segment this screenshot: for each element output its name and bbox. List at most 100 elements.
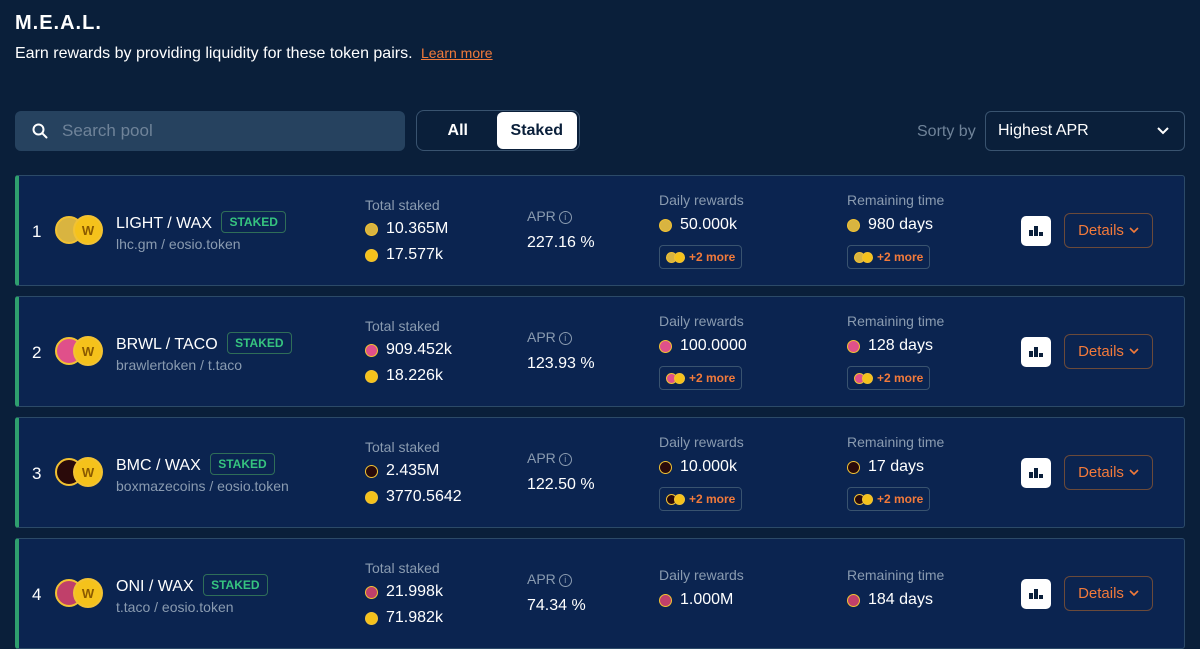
daily-rewards-label: Daily rewards	[659, 434, 744, 450]
wax-coin-icon: W	[73, 215, 103, 245]
leaderboard-icon	[1029, 226, 1043, 236]
token-mini-icon	[674, 251, 685, 263]
daily-rewards-label: Daily rewards	[659, 192, 744, 208]
search-box[interactable]	[15, 111, 405, 151]
more-rewards-label: +2 more	[689, 371, 736, 385]
pool-row: 4 W ONI / WAX STAKED t.taco / eosio.toke…	[15, 538, 1185, 649]
remaining-time-value: 128 days	[868, 337, 933, 354]
total-staked-label: Total staked	[365, 318, 440, 334]
details-label: Details	[1078, 222, 1124, 239]
remaining-time-label: Remaining time	[847, 313, 945, 329]
chevron-down-icon	[1129, 348, 1139, 355]
more-remaining-label: +2 more	[877, 492, 924, 506]
pair-name: BMC / WAX STAKED	[116, 453, 275, 475]
token-mini-icon	[674, 493, 685, 505]
sort-value: Highest APR	[998, 122, 1089, 139]
more-rewards-label: +2 more	[689, 250, 736, 264]
more-remaining-chip[interactable]: +2 more	[847, 245, 931, 269]
info-icon[interactable]: i	[558, 211, 572, 224]
remaining-time: 17 days	[847, 458, 924, 476]
clock-token-icon	[847, 460, 860, 474]
pair-contracts: boxmazecoins / eosio.token	[116, 478, 289, 494]
leaderboard-button[interactable]	[1021, 458, 1051, 488]
apr-label-text: APR	[527, 208, 556, 224]
apr-label: APR i	[527, 450, 572, 466]
chevron-down-icon	[1157, 127, 1169, 135]
leaderboard-button[interactable]	[1021, 337, 1051, 367]
more-rewards-chip[interactable]: +2 more	[659, 366, 743, 390]
info-icon[interactable]: i	[558, 574, 572, 587]
more-remaining-label: +2 more	[877, 250, 924, 264]
pair-label: ONI / WAX	[116, 578, 194, 595]
info-icon[interactable]: i	[558, 332, 572, 345]
staked-a-value: 909.452k	[386, 341, 452, 358]
daily-reward-value: 100.0000	[680, 337, 747, 354]
more-remaining-label: +2 more	[877, 371, 924, 385]
staked-token-b: 18.226k	[365, 367, 443, 385]
remaining-time-value: 980 days	[868, 216, 933, 233]
staked-b-value: 18.226k	[386, 367, 443, 384]
apr-value: 74.34 %	[527, 597, 586, 614]
staked-a-value: 10.365M	[386, 220, 449, 237]
pool-rank: 2	[32, 343, 42, 362]
remaining-time: 184 days	[847, 591, 933, 609]
apr-value: 227.16 %	[527, 234, 595, 251]
pool-rank: 3	[32, 464, 42, 483]
staked-a-value: 21.998k	[386, 583, 443, 600]
pair-label: BRWL / TACO	[116, 336, 218, 353]
more-rewards-chip[interactable]: +2 more	[659, 487, 743, 511]
staked-b-value: 71.982k	[386, 609, 443, 626]
pair-name: BRWL / TACO STAKED	[116, 332, 292, 354]
clock-token-icon	[847, 339, 860, 353]
total-staked-label: Total staked	[365, 560, 440, 576]
pair-contracts: t.taco / eosio.token	[116, 599, 234, 615]
wax-dot-icon	[365, 248, 378, 262]
remaining-time-value: 17 days	[868, 458, 925, 475]
reward-token-icon	[659, 218, 672, 232]
staked-token-b: 71.982k	[365, 609, 443, 627]
details-button[interactable]: Details	[1064, 213, 1153, 248]
staked-token-a: 909.452k	[365, 341, 452, 359]
details-button[interactable]: Details	[1064, 576, 1153, 611]
sort-label: Sorty by	[917, 123, 976, 140]
remaining-time-value: 184 days	[868, 591, 933, 608]
daily-reward: 100.0000	[659, 337, 747, 355]
info-icon[interactable]: i	[558, 453, 572, 466]
pair-logos: W	[55, 336, 107, 368]
leaderboard-button[interactable]	[1021, 579, 1051, 609]
staked-badge: STAKED	[227, 332, 292, 354]
apr-label-text: APR	[527, 329, 556, 345]
staked-a-value: 2.435M	[386, 462, 440, 479]
pool-row: 3 W BMC / WAX STAKED boxmazecoins / eosi…	[15, 417, 1185, 528]
details-button[interactable]: Details	[1064, 455, 1153, 490]
daily-rewards-label: Daily rewards	[659, 567, 744, 583]
wax-dot-icon	[365, 369, 378, 383]
total-staked-label: Total staked	[365, 197, 440, 213]
staked-token-b: 3770.5642	[365, 488, 462, 506]
learn-more-link[interactable]: Learn more	[420, 45, 493, 61]
token-mini-icon	[862, 251, 873, 263]
filter-all-button[interactable]: All	[447, 121, 468, 139]
staked-b-value: 3770.5642	[386, 488, 462, 505]
pair-name: LIGHT / WAX STAKED	[116, 211, 286, 233]
search-input[interactable]	[62, 121, 362, 141]
apr-label-text: APR	[527, 571, 556, 587]
more-remaining-chip[interactable]: +2 more	[847, 366, 931, 390]
staked-token-a: 2.435M	[365, 462, 439, 480]
leaderboard-button[interactable]	[1021, 216, 1051, 246]
more-remaining-chip[interactable]: +2 more	[847, 487, 931, 511]
reward-token-icon	[659, 339, 672, 353]
clock-token-icon	[847, 218, 860, 232]
daily-rewards-label: Daily rewards	[659, 313, 744, 329]
details-label: Details	[1078, 343, 1124, 360]
apr-label: APR i	[527, 329, 572, 345]
details-button[interactable]: Details	[1064, 334, 1153, 369]
token-a-dot-icon	[365, 464, 378, 478]
filter-staked-button[interactable]: Staked	[496, 112, 577, 149]
pair-name: ONI / WAX STAKED	[116, 574, 268, 596]
more-rewards-label: +2 more	[689, 492, 736, 506]
more-rewards-chip[interactable]: +2 more	[659, 245, 743, 269]
sort-select[interactable]: Highest APR	[985, 111, 1185, 151]
clock-token-icon	[847, 593, 860, 607]
staked-token-a: 21.998k	[365, 583, 443, 601]
